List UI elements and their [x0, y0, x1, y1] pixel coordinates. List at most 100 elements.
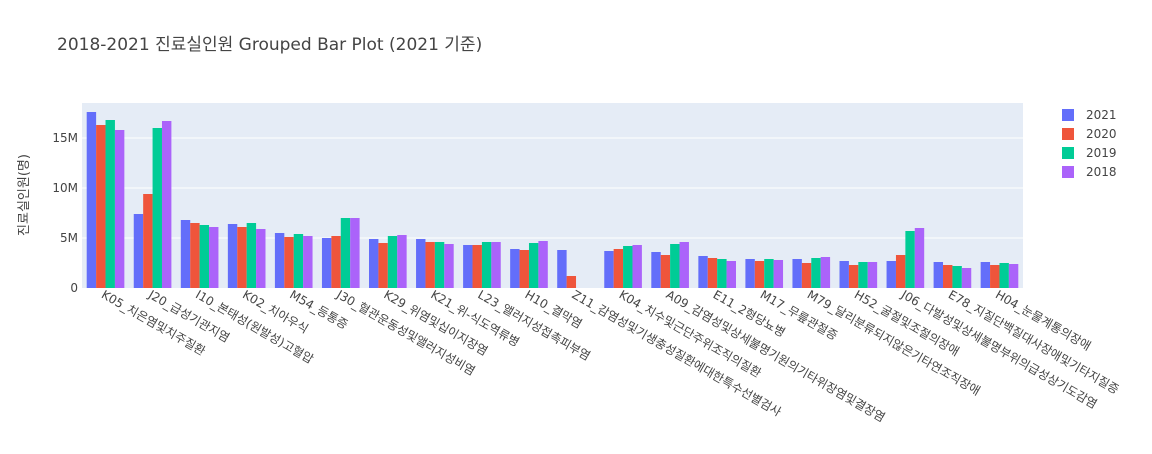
- bar-2021[interactable]: [933, 262, 944, 288]
- bar-2020[interactable]: [895, 255, 906, 288]
- bar-2021[interactable]: [369, 239, 379, 288]
- bar-2019[interactable]: [528, 243, 539, 288]
- bar-2021[interactable]: [557, 250, 567, 288]
- bar-2019[interactable]: [152, 128, 162, 288]
- legend[interactable]: 2021 2020 2019 2018: [1062, 108, 1117, 179]
- bar-2018[interactable]: [161, 121, 172, 288]
- bar-2019[interactable]: [340, 218, 351, 288]
- bar-2019[interactable]: [717, 259, 727, 288]
- bar-2021[interactable]: [980, 262, 991, 288]
- bar-2019[interactable]: [623, 246, 633, 288]
- y-tick-label: 15M: [52, 131, 78, 145]
- bar-2018[interactable]: [773, 260, 784, 288]
- bar-2019[interactable]: [246, 223, 257, 288]
- bar-2018[interactable]: [256, 229, 266, 288]
- bar-2020[interactable]: [472, 245, 482, 288]
- bar-2020[interactable]: [190, 223, 200, 288]
- bar-2021[interactable]: [86, 112, 97, 288]
- x-tick-labels: K05_치은염및치주질환J20_급성기관지염I10_본태성(원발성)고혈압K02…: [99, 287, 1121, 425]
- bar-2018[interactable]: [538, 241, 548, 288]
- bar-2020[interactable]: [801, 263, 812, 288]
- bar-2021[interactable]: [839, 261, 849, 288]
- bar-2021[interactable]: [698, 256, 708, 288]
- legend-label: 2021: [1086, 108, 1117, 122]
- bar-2019[interactable]: [387, 236, 398, 288]
- bar-2021[interactable]: [792, 259, 802, 288]
- bar-2020[interactable]: [425, 242, 435, 288]
- bar-2020[interactable]: [331, 236, 341, 288]
- bar-2019[interactable]: [811, 258, 821, 288]
- legend-swatch: [1062, 147, 1074, 159]
- bar-2019[interactable]: [952, 266, 962, 288]
- bar-2020[interactable]: [96, 125, 106, 288]
- bar-2021[interactable]: [133, 214, 144, 288]
- bar-2021[interactable]: [886, 261, 896, 288]
- bar-2018[interactable]: [726, 261, 736, 288]
- legend-swatch: [1062, 128, 1074, 140]
- bar-2020[interactable]: [378, 243, 388, 288]
- bar-2018[interactable]: [1008, 264, 1019, 288]
- legend-item-2021[interactable]: 2021: [1062, 108, 1117, 122]
- bar-2020[interactable]: [943, 265, 953, 288]
- bar-2020[interactable]: [284, 237, 294, 288]
- bar-2018[interactable]: [209, 227, 219, 288]
- y-tick-label: 10M: [52, 181, 78, 195]
- bar-2021[interactable]: [651, 252, 661, 288]
- bar-2021[interactable]: [463, 245, 473, 288]
- y-tick-label: 5M: [60, 231, 78, 245]
- bar-2019[interactable]: [293, 234, 304, 288]
- bar-2020[interactable]: [519, 250, 529, 288]
- bar-2021[interactable]: [180, 220, 191, 288]
- bar-2019[interactable]: [670, 244, 680, 288]
- bar-2019[interactable]: [105, 120, 115, 288]
- legend-swatch: [1062, 166, 1074, 178]
- bar-2021[interactable]: [604, 251, 614, 288]
- bar-2021[interactable]: [416, 239, 426, 288]
- bar-2019[interactable]: [905, 231, 915, 288]
- bars-layer: [86, 112, 1019, 288]
- bar-2020[interactable]: [613, 249, 624, 288]
- plot-area: [82, 103, 1023, 288]
- bar-2018[interactable]: [632, 245, 642, 288]
- bar-2021[interactable]: [227, 224, 238, 288]
- bar-2018[interactable]: [820, 257, 831, 288]
- legend-swatch: [1062, 109, 1074, 121]
- bar-2018[interactable]: [350, 218, 360, 288]
- bar-2021[interactable]: [745, 259, 755, 288]
- chart-title: 2018-2021 진료실인원 Grouped Bar Plot (2021 기…: [57, 35, 482, 55]
- bar-2019[interactable]: [481, 242, 492, 288]
- bar-2018[interactable]: [114, 130, 125, 288]
- bar-2018[interactable]: [491, 242, 501, 288]
- bar-2020[interactable]: [237, 227, 247, 288]
- bar-2020[interactable]: [990, 265, 1000, 288]
- bar-2020[interactable]: [848, 265, 859, 288]
- bar-2020[interactable]: [754, 261, 765, 288]
- bar-2018[interactable]: [914, 228, 925, 288]
- bar-2018[interactable]: [867, 262, 878, 288]
- legend-label: 2019: [1086, 146, 1117, 160]
- bar-2021[interactable]: [274, 233, 285, 288]
- bar-2020[interactable]: [566, 276, 577, 288]
- bar-2019[interactable]: [199, 225, 210, 288]
- y-axis-label: 진료실인원(명): [17, 154, 32, 236]
- bar-2020[interactable]: [660, 255, 671, 288]
- bar-2019[interactable]: [999, 263, 1009, 288]
- bar-2018[interactable]: [679, 242, 689, 288]
- legend-item-2019[interactable]: 2019: [1062, 146, 1117, 160]
- bar-2018[interactable]: [961, 268, 972, 288]
- bar-2019[interactable]: [764, 259, 774, 288]
- legend-label: 2020: [1086, 127, 1117, 141]
- legend-item-2020[interactable]: 2020: [1062, 127, 1117, 141]
- legend-item-2018[interactable]: 2018: [1062, 165, 1117, 179]
- bar-2019[interactable]: [434, 242, 445, 288]
- bar-2018[interactable]: [303, 236, 313, 288]
- bar-2018[interactable]: [397, 235, 407, 288]
- bar-2018[interactable]: [444, 244, 454, 288]
- bar-2019[interactable]: [858, 262, 868, 288]
- bar-2021[interactable]: [321, 238, 332, 288]
- bar-2020[interactable]: [707, 258, 718, 288]
- bar-2021[interactable]: [510, 249, 520, 288]
- bar-2020[interactable]: [143, 194, 153, 288]
